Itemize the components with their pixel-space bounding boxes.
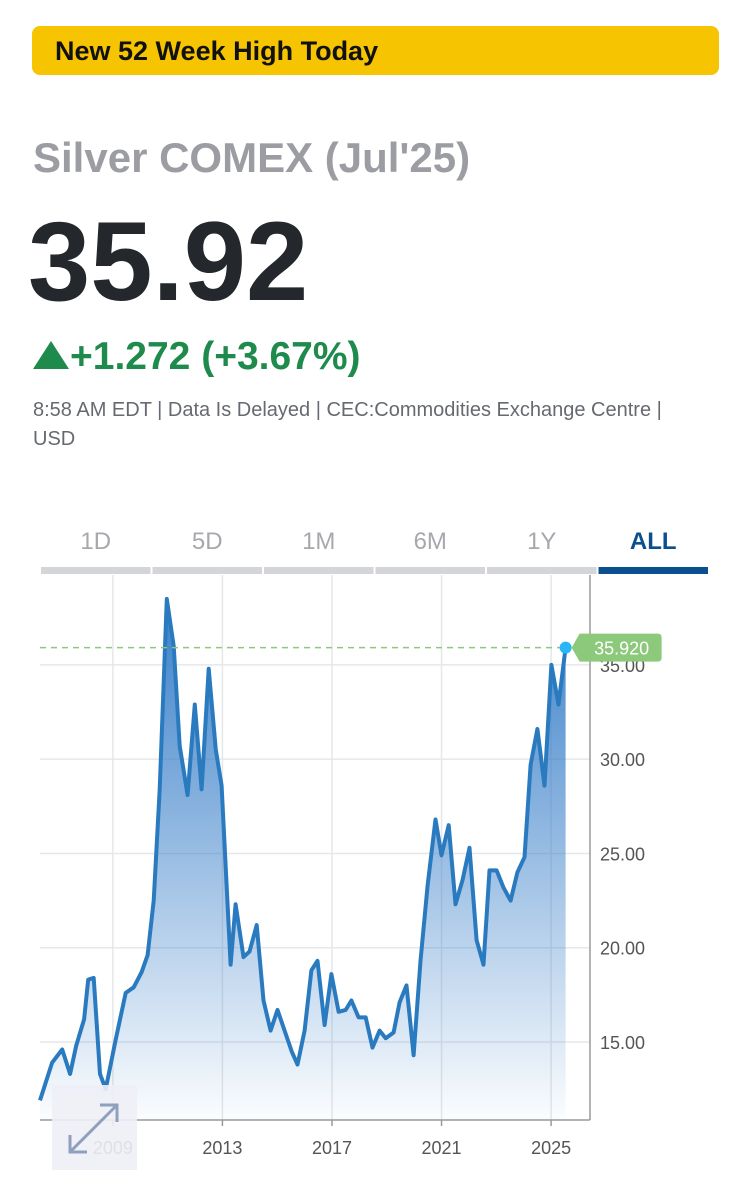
instrument-name: Silver COMEX (Jul'25) <box>33 134 470 181</box>
tab-underline <box>487 567 597 574</box>
price-tag-label: 35.920 <box>594 639 649 659</box>
tabs: 1D 5D 1M 6M 1Y ALL <box>41 528 708 574</box>
tab-label[interactable]: ALL <box>630 528 677 555</box>
tab-underline <box>152 567 262 574</box>
banner-text: New 52 Week High Today <box>55 36 378 66</box>
tab-underline <box>598 567 708 574</box>
x-tick-label: 2013 <box>202 1138 242 1158</box>
tab-underline <box>41 567 151 574</box>
up-arrow <box>33 341 69 369</box>
y-tick-label: 30.00 <box>600 750 645 770</box>
y-tick-label: 15.00 <box>600 1033 645 1053</box>
tab-label[interactable]: 5D <box>192 528 223 555</box>
x-tick-label: 2021 <box>422 1138 462 1158</box>
x-tick-label: 2017 <box>312 1138 352 1158</box>
chart: 2009201320172021202515.0020.0025.0030.00… <box>38 575 662 1158</box>
tab-underline <box>375 567 485 574</box>
y-tick-label: 20.00 <box>600 939 645 959</box>
quote-meta: 8:58 AM EDT | Data Is Delayed | CEC:Comm… <box>33 399 662 450</box>
price-tag <box>571 633 662 662</box>
tab-underline <box>264 567 374 574</box>
price: 35.92 <box>28 199 308 324</box>
area <box>40 598 566 1120</box>
tab-label[interactable]: 1Y <box>527 528 556 555</box>
line <box>38 596 568 1102</box>
tab-label[interactable]: 1D <box>80 528 111 555</box>
price-change: +1.272 (+3.67%) <box>70 335 361 378</box>
last-point <box>559 641 572 654</box>
x-tick-label: 2025 <box>531 1138 571 1158</box>
y-tick-label: 25.00 <box>600 844 645 864</box>
banner <box>32 26 719 75</box>
tab-label[interactable]: 1M <box>302 528 335 555</box>
tab-label[interactable]: 6M <box>414 528 447 555</box>
expand-icon <box>68 1103 119 1154</box>
